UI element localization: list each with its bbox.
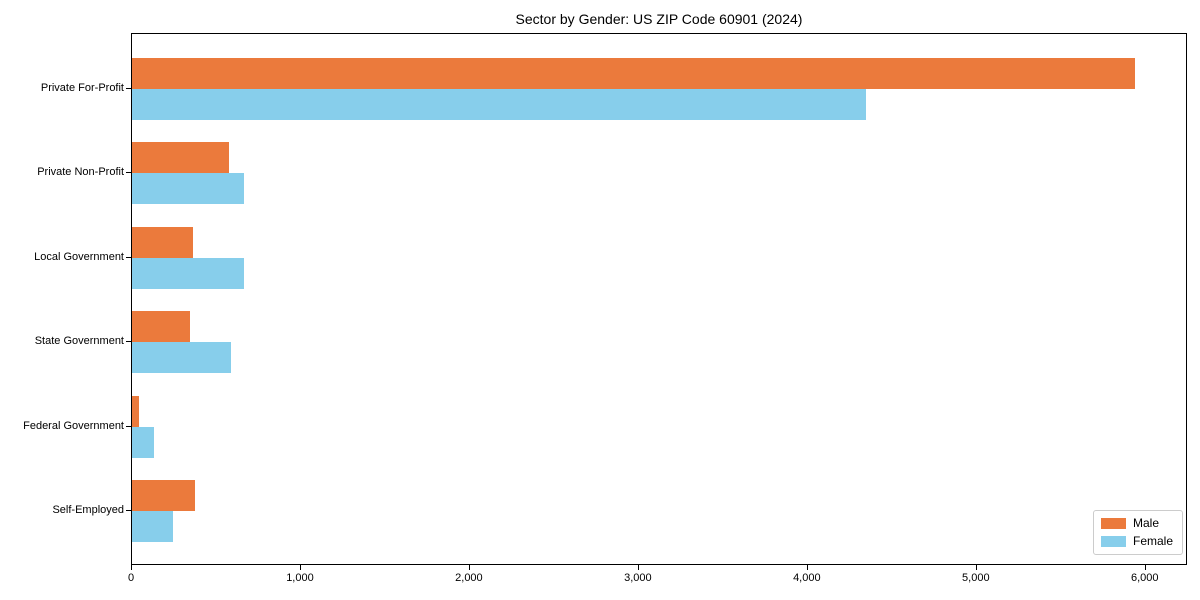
x-tick-mark [637,565,639,570]
legend: Male Female [1092,510,1183,555]
bar-male [132,142,229,174]
x-tick-mark [299,565,301,570]
y-tick-mark [126,256,131,258]
x-tick-mark [975,565,977,570]
x-tick-label: 3,000 [624,572,652,584]
bar-male [132,480,196,511]
x-tick-label: 4,000 [793,572,821,584]
bar-male [132,58,1136,89]
y-tick-label: Local Government [34,250,124,263]
bar-male [132,311,191,343]
y-tick-label: Self-Employed [52,504,124,516]
legend-swatch-male [1100,518,1126,529]
x-tick-label: 6,000 [1130,572,1159,584]
bar-female [132,511,174,542]
x-tick-label: 2,000 [455,572,483,584]
legend-label: Female [1132,534,1173,548]
plot-area: Male Female [131,33,1187,565]
y-tick-mark [126,172,131,174]
x-tick-label: 1,000 [286,572,314,584]
legend-item: Male [1100,516,1173,530]
x-tick-mark [1144,565,1146,570]
y-tick-label: Private For-Profit [40,82,124,94]
y-tick-mark [126,341,131,343]
bar-male [132,226,193,258]
bar-female [132,89,866,120]
x-tick-label: 5,000 [962,572,990,584]
y-tick-label: Federal Government [23,419,124,432]
bar-female [132,426,154,458]
legend-label: Male [1132,516,1159,530]
x-tick-mark [468,565,470,570]
y-tick-mark [126,425,131,427]
legend-swatch-female [1100,536,1126,547]
bar-female [132,173,245,205]
x-tick-label: 0 [127,572,135,584]
y-tick-label: Private Non-Profit [37,166,124,179]
x-tick-mark [131,565,132,570]
chart-title: Sector by Gender: US ZIP Code 60901 (202… [515,11,803,27]
x-tick-mark [806,565,808,570]
bar-male [132,395,139,427]
y-tick-label: State Government [34,335,124,348]
y-tick-mark [126,510,131,511]
bar-female [132,342,232,374]
legend-item: Female [1100,534,1173,548]
y-tick-mark [126,88,131,89]
bar-female [132,257,245,289]
